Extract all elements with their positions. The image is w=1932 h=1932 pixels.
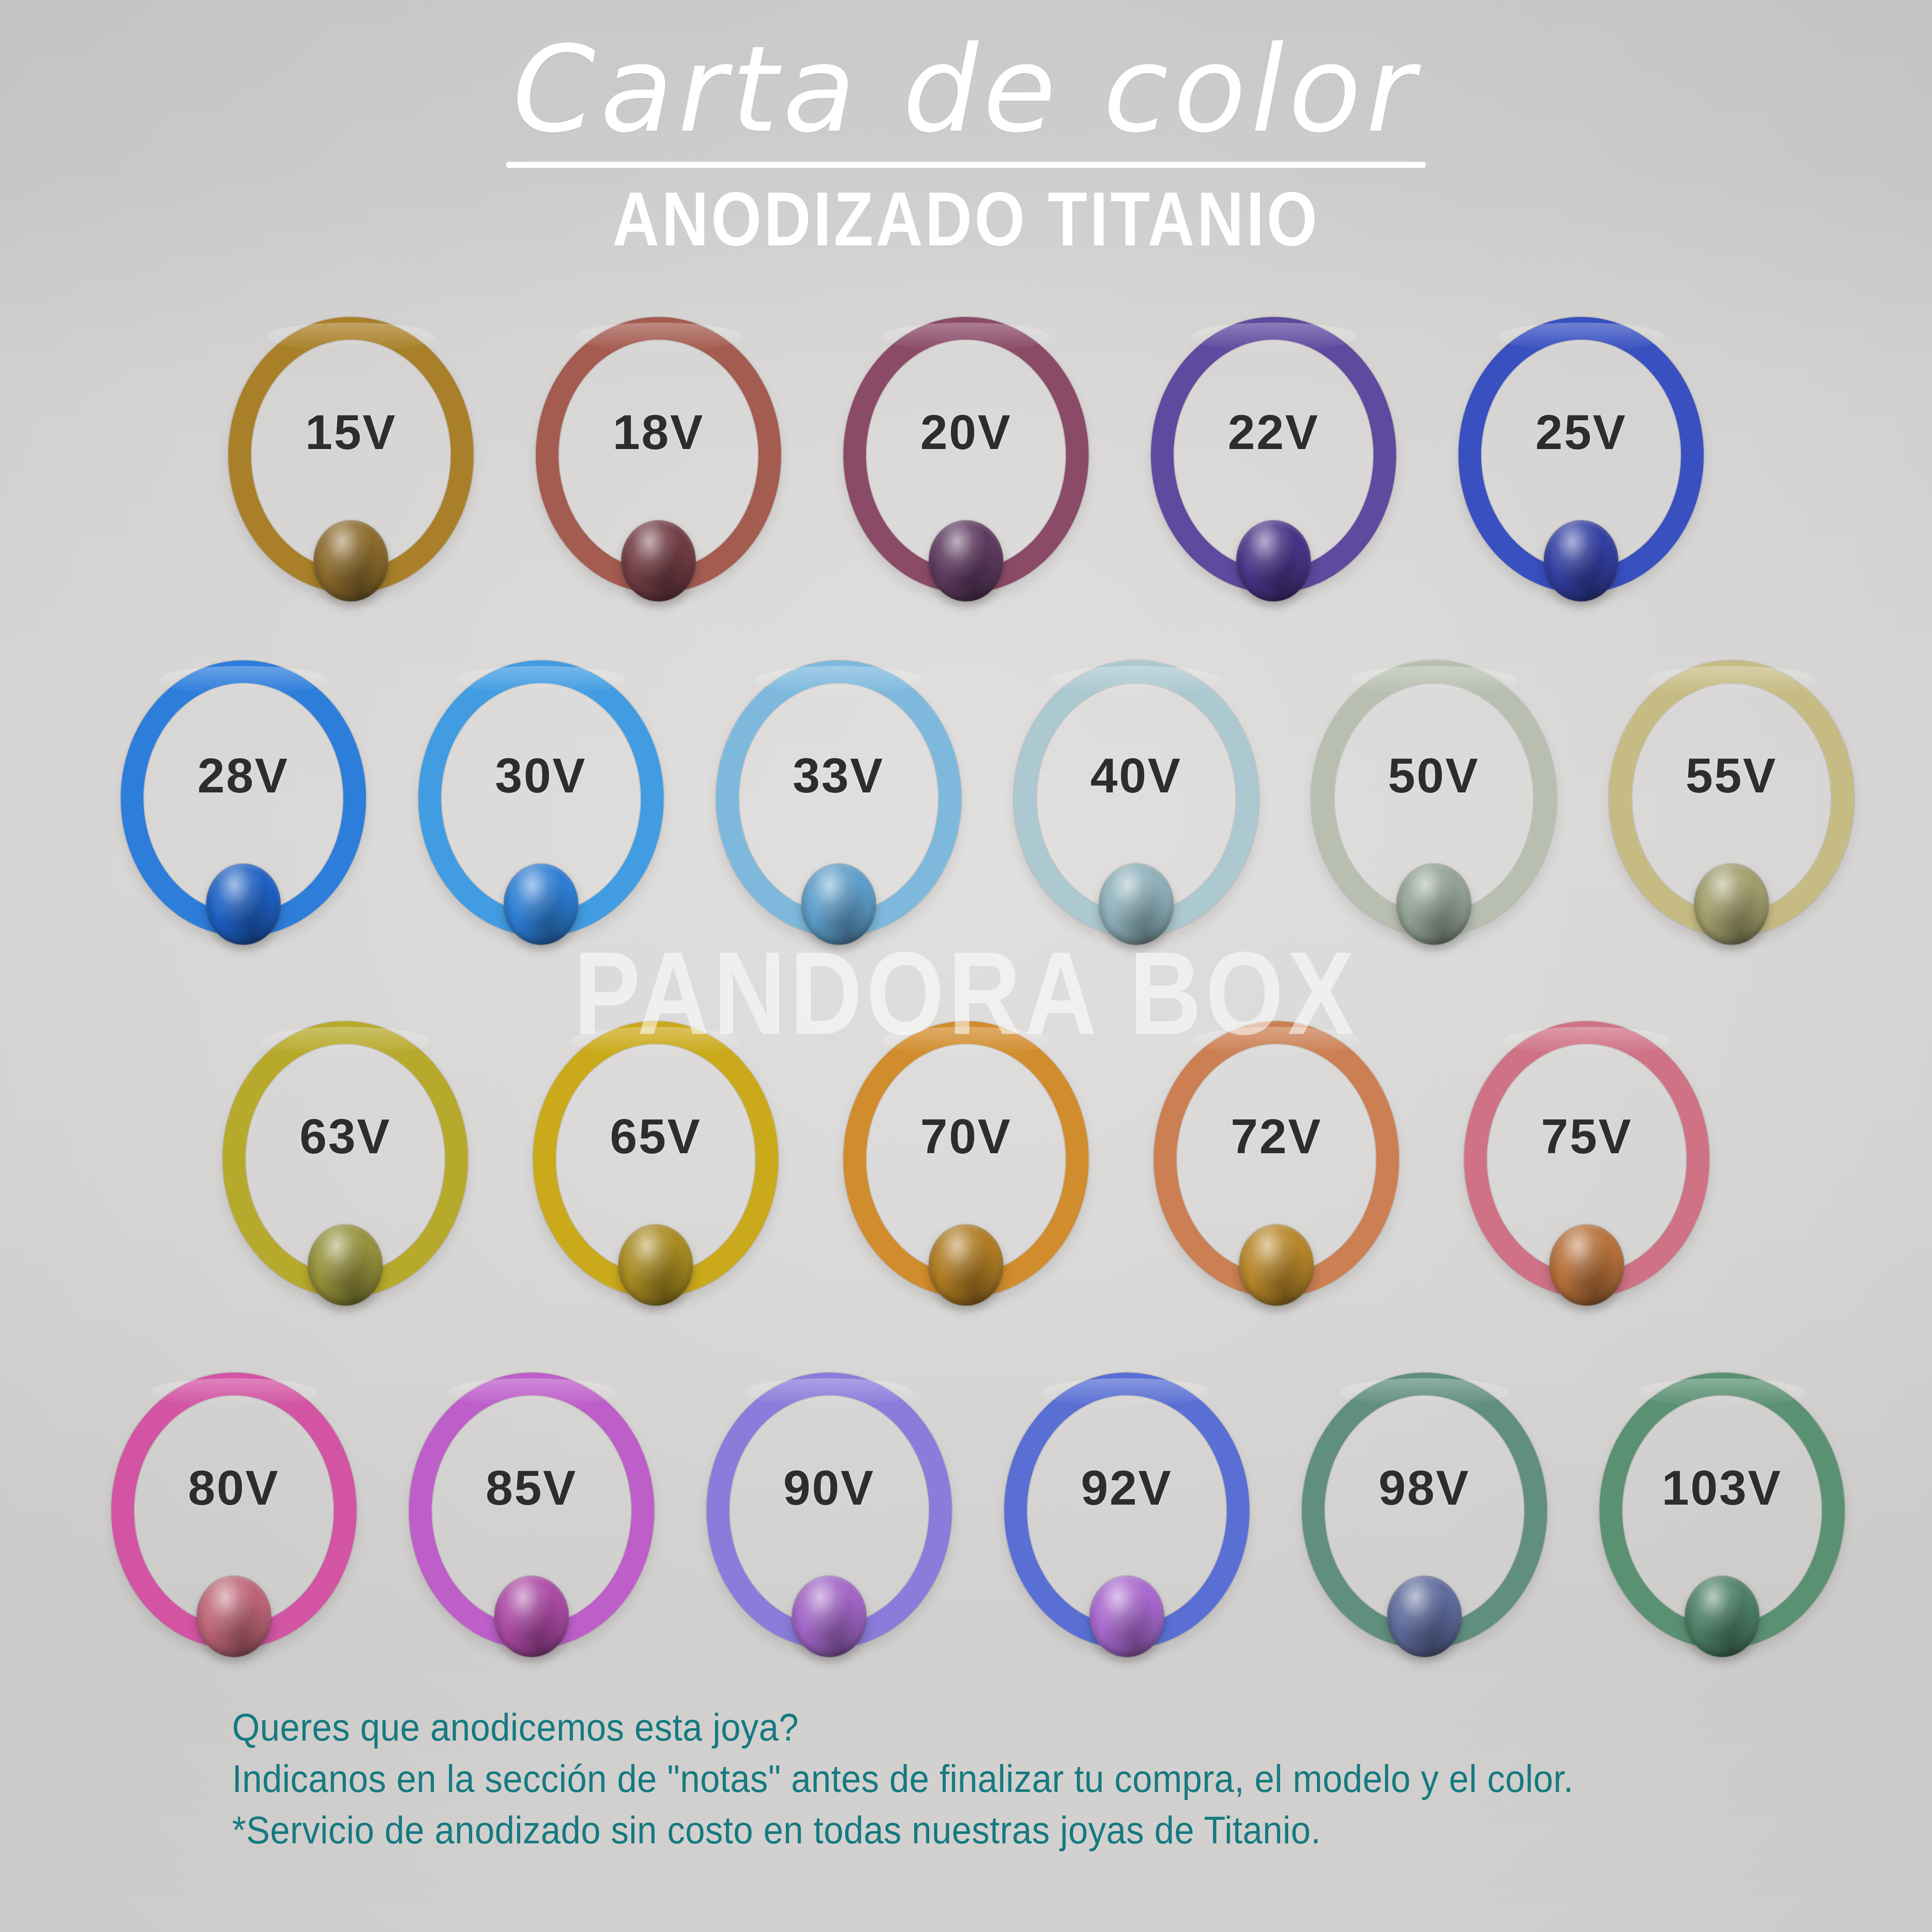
ring-25v: 25V <box>1458 317 1704 601</box>
ring-voltage-label: 70V <box>920 1109 1012 1164</box>
footer-note: Queres que anodicemos esta joya? Indican… <box>232 1702 1574 1856</box>
ring-bead <box>618 1224 693 1306</box>
ring-voltage-label: 25V <box>1535 405 1627 460</box>
ring-voltage-label: 80V <box>188 1461 280 1516</box>
ring-85v: 85V <box>408 1373 654 1657</box>
ring-18v: 18V <box>536 317 781 601</box>
ring-voltage-label: 22V <box>1227 405 1320 460</box>
ring-row-2: 28V 30V 33V 40V 50V 55V <box>21 660 1932 945</box>
ring-70v: 70V <box>843 1021 1089 1306</box>
ring-50v: 50V <box>1311 660 1557 945</box>
ring-bead <box>503 864 578 945</box>
ring-bead <box>1089 1576 1164 1657</box>
ring-bead <box>1544 520 1618 601</box>
ring-voltage-label: 33V <box>792 749 884 803</box>
ring-bead <box>929 1224 1003 1306</box>
ring-row-1: 15V 18V 20V 22V 25V <box>0 317 1932 601</box>
ring-voltage-label: 92V <box>1081 1461 1173 1516</box>
ring-30v: 30V <box>418 660 664 945</box>
ring-bead <box>308 1224 383 1306</box>
ring-bead <box>1396 864 1471 945</box>
ring-bead <box>1099 864 1174 945</box>
ring-40v: 40V <box>1013 660 1259 945</box>
ring-row-4: 80V 85V 90V 92V 98V 103V <box>12 1373 1932 1657</box>
ring-bead <box>1239 1224 1314 1306</box>
ring-bead <box>1387 1576 1462 1657</box>
footer-line-service: *Servicio de anodizado sin costo en toda… <box>232 1809 1321 1852</box>
ring-bead <box>791 1576 866 1657</box>
ring-75v: 75V <box>1464 1021 1709 1306</box>
ring-bead <box>196 1576 271 1657</box>
ring-90v: 90V <box>706 1373 952 1657</box>
ring-bead <box>929 520 1003 601</box>
page-title: Carta de color <box>512 21 1420 159</box>
ring-55v: 55V <box>1608 660 1854 945</box>
ring-103v: 103V <box>1599 1373 1845 1657</box>
page-subtitle: ANODIZADO TITANIO <box>612 176 1320 262</box>
ring-voltage-label: 20V <box>920 405 1012 460</box>
ring-80v: 80V <box>111 1373 357 1657</box>
ring-bead <box>206 864 281 945</box>
ring-voltage-label: 50V <box>1388 749 1480 803</box>
ring-bead <box>621 520 696 601</box>
ring-bead <box>1694 864 1769 945</box>
ring-22v: 22V <box>1151 317 1396 601</box>
ring-row-3: 63V 65V 70V 72V 75V <box>0 1021 1932 1306</box>
ring-bead <box>1236 520 1311 601</box>
ring-bead <box>494 1576 569 1657</box>
ring-28v: 28V <box>120 660 366 945</box>
ring-voltage-label: 63V <box>299 1109 391 1164</box>
ring-voltage-label: 30V <box>495 749 587 803</box>
footer-line-instructions: Indicanos en la sección de "notas" antes… <box>232 1757 1574 1801</box>
ring-65v: 65V <box>533 1021 778 1306</box>
ring-15v: 15V <box>228 317 474 601</box>
ring-voltage-label: 85V <box>485 1461 577 1516</box>
footer-line-question: Queres que anodicemos esta joya? <box>232 1706 799 1749</box>
ring-bead <box>1549 1224 1624 1306</box>
ring-voltage-label: 75V <box>1541 1109 1633 1164</box>
ring-33v: 33V <box>716 660 961 945</box>
ring-voltage-label: 40V <box>1090 749 1182 803</box>
ring-voltage-label: 65V <box>609 1109 702 1164</box>
ring-voltage-label: 15V <box>305 405 397 460</box>
ring-voltage-label: 103V <box>1662 1461 1782 1516</box>
ring-98v: 98V <box>1301 1373 1547 1657</box>
ring-voltage-label: 98V <box>1378 1461 1470 1516</box>
ring-voltage-label: 55V <box>1685 749 1777 803</box>
ring-bead <box>314 520 388 601</box>
ring-20v: 20V <box>843 317 1089 601</box>
ring-voltage-label: 28V <box>197 749 289 803</box>
ring-voltage-label: 90V <box>783 1461 875 1516</box>
ring-voltage-label: 72V <box>1230 1109 1323 1164</box>
ring-voltage-label: 18V <box>612 405 705 460</box>
ring-bead <box>1684 1576 1759 1657</box>
ring-bead <box>801 864 876 945</box>
ring-92v: 92V <box>1004 1373 1249 1657</box>
chart-header: Carta de color ANODIZADO TITANIO <box>0 0 1932 263</box>
ring-72v: 72V <box>1154 1021 1399 1306</box>
ring-63v: 63V <box>223 1021 468 1306</box>
title-underline <box>506 162 1426 168</box>
